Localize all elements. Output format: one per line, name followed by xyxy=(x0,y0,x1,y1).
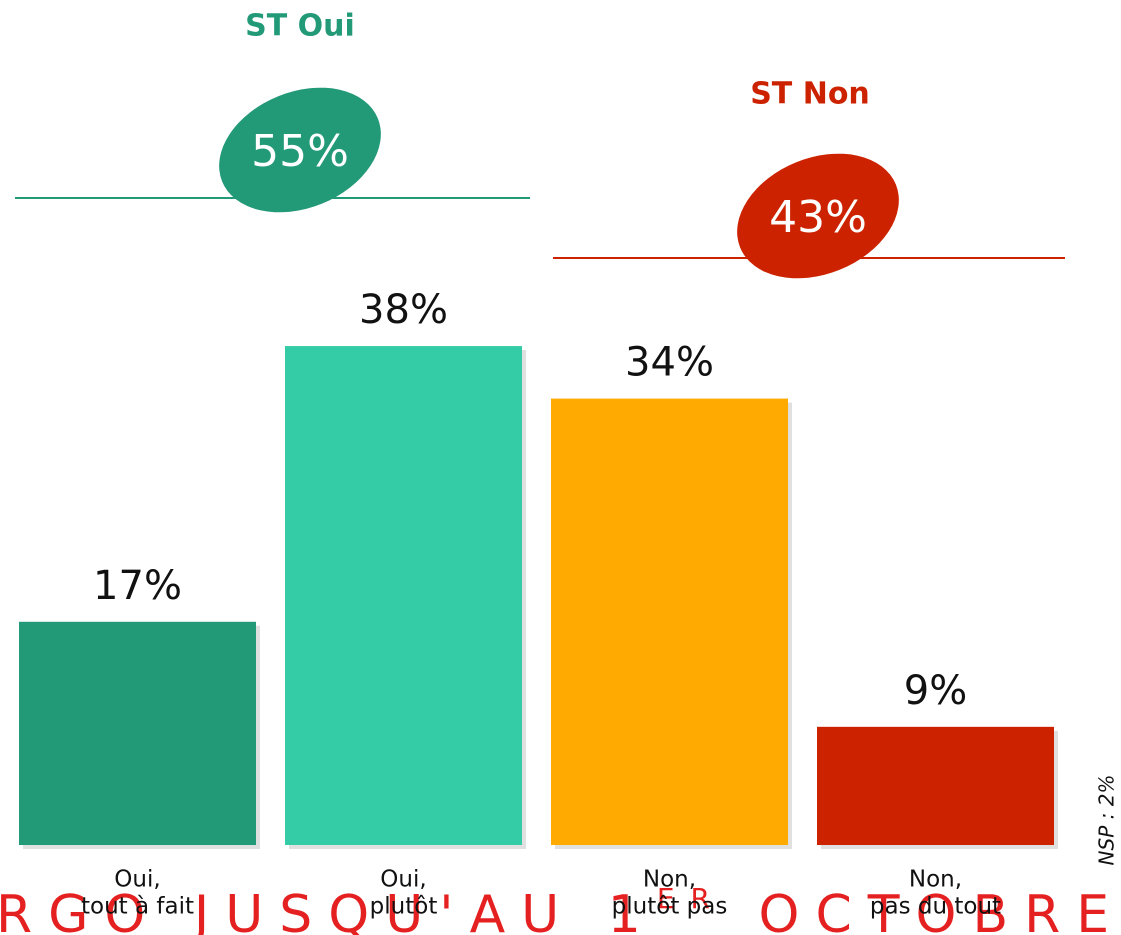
category-label: pas du tout xyxy=(870,894,1001,920)
annotation: NSP : 2% xyxy=(1095,775,1119,866)
background-text: RGO JUSQU'AU 1ER OCTOBRE 20 xyxy=(0,882,1121,935)
category-label: Oui, xyxy=(114,867,160,893)
bar xyxy=(285,346,522,845)
category-label: plutôt pas xyxy=(612,894,728,920)
value-label: 34% xyxy=(625,340,714,386)
bar xyxy=(551,398,788,845)
group-title: ST Oui xyxy=(245,9,355,44)
bar xyxy=(817,726,1054,845)
category-label: Non, xyxy=(909,867,962,893)
background-text-part: RGO JUSQU'AU 1 xyxy=(0,885,657,935)
value-label: 9% xyxy=(904,668,967,714)
category-label: Oui, xyxy=(380,867,426,893)
value-label: 38% xyxy=(359,287,448,333)
category-label: Non, xyxy=(643,867,696,893)
bar xyxy=(19,621,256,845)
category-label: tout à fait xyxy=(81,894,194,920)
group-title: ST Non xyxy=(750,77,870,112)
value-label: 17% xyxy=(93,563,182,609)
category-label: plutôt xyxy=(370,894,438,920)
background-text-part: ER xyxy=(657,882,726,915)
background-text-part: OCTOBRE 20 xyxy=(726,885,1121,935)
group-value: 55% xyxy=(251,126,349,177)
group-badge xyxy=(737,153,899,279)
group-value: 43% xyxy=(769,192,867,243)
group-badge xyxy=(219,87,381,213)
